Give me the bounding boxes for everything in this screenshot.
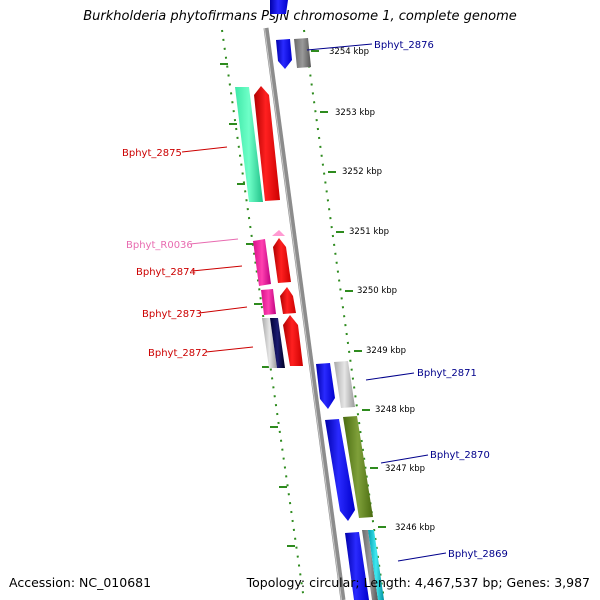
gene-label-bphyt-2872[interactable]: Bphyt_2872 [148, 348, 208, 359]
gene-arrow-bphyt-2870[interactable] [325, 419, 355, 521]
genome-backbone [263, 27, 346, 600]
gene-label-bphyt-2874[interactable]: Bphyt_2874 [136, 267, 196, 278]
gene-label-bphyt-2869[interactable]: Bphyt_2869 [448, 549, 508, 560]
gene-arrow-bphyt-2873[interactable] [280, 287, 296, 314]
rna-arrow-bphyt-r0036[interactable] [272, 230, 285, 236]
map-title: Burkholderia phytofirmans PsJN chromosom… [83, 9, 517, 24]
gene-arrow-bphyt-2871[interactable] [316, 363, 335, 409]
backbone-highlight [264, 27, 342, 600]
accession-text: Accession: NC_010681 [9, 575, 152, 590]
gene-arrow-bphyt-2872[interactable] [283, 315, 303, 366]
gene-label-bphyt-2870[interactable]: Bphyt_2870 [430, 450, 490, 461]
gene-block-grey-2869[interactable] [362, 530, 378, 600]
gene-label-bphyt-r0036[interactable]: Bphyt_R0036 [126, 240, 193, 251]
gene-block-olive-2870[interactable] [343, 416, 373, 518]
gene-block-pink-2874[interactable] [253, 239, 271, 286]
gene-arrow-bphyt-2869[interactable] [345, 532, 369, 600]
gene-label-bphyt-2875[interactable]: Bphyt_2875 [122, 148, 182, 159]
scale-label: 3253 kbp [335, 108, 375, 118]
topology-text: Topology: circular; Length: 4,467,537 bp… [246, 575, 590, 590]
gene-labels: Bphyt_2876 Bphyt_2875 Bphyt_R0036 Bphyt_… [122, 40, 508, 560]
scale-label: 3252 kbp [342, 167, 382, 177]
gene-block-light-2871[interactable] [334, 361, 355, 408]
left-ring-ticks [220, 63, 295, 547]
gene-label-bphyt-2871[interactable]: Bphyt_2871 [417, 368, 477, 379]
scale-label: 3250 kbp [357, 286, 397, 296]
gene-block-pink-2873[interactable] [261, 289, 276, 315]
gene-arrow-bphyt-2876[interactable] [276, 39, 292, 69]
scale-label: 3247 kbp [385, 464, 425, 474]
gene-block-light-2872[interactable] [262, 318, 277, 368]
gene-block-green-2875[interactable] [235, 87, 263, 202]
leader-lines [181, 43, 447, 562]
scale-label: 3251 kbp [349, 227, 389, 237]
gene-label-bphyt-2873[interactable]: Bphyt_2873 [142, 309, 202, 320]
scale-label: 3254 kbp [329, 47, 369, 57]
gene-label-bphyt-2876[interactable]: Bphyt_2876 [374, 40, 434, 51]
scale-labels: 3254 kbp 3253 kbp 3252 kbp 3251 kbp 3250… [329, 47, 435, 533]
gene-arrow-bphyt-2874[interactable] [273, 238, 291, 283]
scale-label: 3246 kbp [395, 523, 435, 533]
gene-block-navy-2872[interactable] [270, 318, 285, 368]
gene-arrow-bphyt-2875[interactable] [254, 86, 280, 201]
scale-label: 3248 kbp [375, 405, 415, 415]
gene-block-grey-top[interactable] [294, 38, 311, 68]
scale-ticks [311, 50, 386, 528]
scale-label: 3249 kbp [366, 346, 406, 356]
gene-arrow-top[interactable] [270, 0, 288, 14]
gene-block-cyan-2869[interactable] [368, 530, 384, 600]
